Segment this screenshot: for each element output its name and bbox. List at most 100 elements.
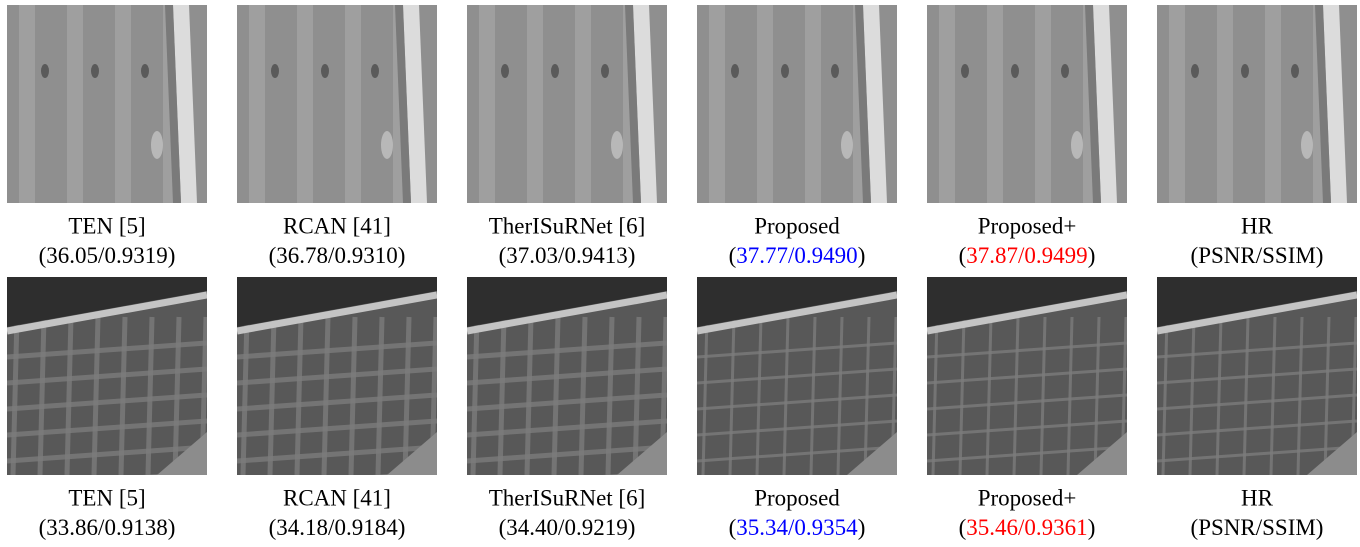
method-label: HR bbox=[1241, 485, 1274, 510]
metrics-label: (35.46/0.9361) bbox=[959, 515, 1096, 540]
metrics-segment: ( bbox=[959, 243, 967, 268]
light-spot bbox=[1301, 131, 1313, 159]
image-panel bbox=[1157, 5, 1360, 203]
method-label: TEN [5] bbox=[68, 485, 145, 510]
metrics-label: (35.34/0.9354) bbox=[729, 515, 866, 540]
metrics-segment: ( bbox=[959, 515, 967, 540]
metrics-segment: 37.77/0.9490 bbox=[736, 243, 857, 268]
image-panel bbox=[467, 277, 667, 487]
metrics-label: (36.05/0.9319) bbox=[39, 243, 176, 268]
metrics-label: (36.78/0.9310) bbox=[269, 243, 406, 268]
method-label: TEN [5] bbox=[68, 213, 145, 238]
dot bbox=[1291, 64, 1299, 78]
image-panel bbox=[467, 5, 687, 203]
dot bbox=[1061, 64, 1069, 78]
metrics-label: (37.77/0.9490) bbox=[729, 243, 866, 268]
dot bbox=[961, 64, 969, 78]
stripe bbox=[211, 5, 227, 203]
metrics-segment: ( bbox=[729, 515, 737, 540]
image-panel bbox=[927, 5, 1147, 203]
metrics-segment: ) bbox=[858, 515, 866, 540]
figure: TEN [5] (36.05/0.9319) RCAN [41] (36.78/0.9… bbox=[0, 0, 1360, 547]
stripe bbox=[345, 5, 361, 203]
light-spot bbox=[611, 131, 623, 159]
stripe bbox=[757, 5, 773, 203]
metrics-label: (37.03/0.9413) bbox=[499, 243, 636, 268]
dot bbox=[1241, 64, 1249, 78]
metrics-segment: (37.03/0.9413) bbox=[499, 243, 636, 268]
metrics-segment: (34.40/0.9219) bbox=[499, 515, 636, 540]
metrics-segment: (PSNR/SSIM) bbox=[1191, 515, 1324, 540]
dot bbox=[1191, 64, 1199, 78]
method-label: TherISuRNet [6] bbox=[489, 485, 646, 510]
image-panel bbox=[927, 277, 1127, 487]
dot bbox=[271, 64, 279, 78]
stripe bbox=[479, 5, 495, 203]
stripe bbox=[1169, 5, 1185, 203]
stripe bbox=[441, 5, 457, 203]
stripe bbox=[527, 5, 543, 203]
method-label: HR bbox=[1241, 213, 1274, 238]
stripe bbox=[805, 5, 821, 203]
stripe bbox=[249, 5, 265, 203]
stripe bbox=[939, 5, 955, 203]
metrics-segment: (33.86/0.9138) bbox=[39, 515, 176, 540]
metrics-label: (PSNR/SSIM) bbox=[1191, 515, 1324, 540]
metrics-segment: ) bbox=[858, 243, 866, 268]
metrics-label: (33.86/0.9138) bbox=[39, 515, 176, 540]
dot bbox=[831, 64, 839, 78]
stripe bbox=[709, 5, 725, 203]
method-label: RCAN [41] bbox=[283, 485, 391, 510]
dot bbox=[91, 64, 99, 78]
stripe bbox=[115, 5, 131, 203]
image-panel bbox=[7, 277, 207, 487]
dot bbox=[781, 64, 789, 78]
metrics-segment: (36.78/0.9310) bbox=[269, 243, 406, 268]
dot bbox=[321, 64, 329, 78]
metrics-segment: 35.46/0.9361 bbox=[966, 515, 1087, 540]
image-panel bbox=[1157, 277, 1357, 487]
image-panel bbox=[7, 5, 227, 203]
image-panel bbox=[697, 5, 917, 203]
metrics-segment: ) bbox=[1088, 515, 1096, 540]
metrics-label: (34.18/0.9184) bbox=[269, 515, 406, 540]
stripe bbox=[671, 5, 687, 203]
method-label: Proposed+ bbox=[978, 213, 1077, 238]
stripe bbox=[297, 5, 313, 203]
image-panel bbox=[237, 5, 457, 203]
method-label: TherISuRNet [6] bbox=[489, 213, 646, 238]
metrics-segment: 37.87/0.9499 bbox=[966, 243, 1087, 268]
dot bbox=[141, 64, 149, 78]
stripe bbox=[1265, 5, 1281, 203]
stripe bbox=[67, 5, 83, 203]
metrics-segment: (34.18/0.9184) bbox=[269, 515, 406, 540]
stripe bbox=[19, 5, 35, 203]
method-label: RCAN [41] bbox=[283, 213, 391, 238]
metrics-segment: 35.34/0.9354 bbox=[736, 515, 858, 540]
dot bbox=[551, 64, 559, 78]
method-label: Proposed bbox=[754, 485, 840, 510]
method-label: Proposed+ bbox=[978, 485, 1077, 510]
light-spot bbox=[381, 131, 393, 159]
stripe bbox=[901, 5, 917, 203]
method-label: Proposed bbox=[754, 213, 840, 238]
dot bbox=[1011, 64, 1019, 78]
stripe bbox=[987, 5, 1003, 203]
metrics-label: (37.87/0.9499) bbox=[959, 243, 1096, 268]
dot bbox=[371, 64, 379, 78]
metrics-label: (PSNR/SSIM) bbox=[1191, 243, 1324, 268]
metrics-segment: (PSNR/SSIM) bbox=[1191, 243, 1324, 268]
image-panel bbox=[697, 277, 897, 487]
metrics-label: (34.40/0.9219) bbox=[499, 515, 636, 540]
dot bbox=[601, 64, 609, 78]
light-spot bbox=[1071, 131, 1083, 159]
image-panel bbox=[237, 277, 437, 487]
dot bbox=[41, 64, 49, 78]
light-spot bbox=[151, 131, 163, 159]
stripe bbox=[1131, 5, 1147, 203]
stripe bbox=[575, 5, 591, 203]
metrics-segment: (36.05/0.9319) bbox=[39, 243, 176, 268]
metrics-segment: ) bbox=[1088, 243, 1096, 268]
metrics-segment: ( bbox=[729, 243, 737, 268]
light-spot bbox=[841, 131, 853, 159]
